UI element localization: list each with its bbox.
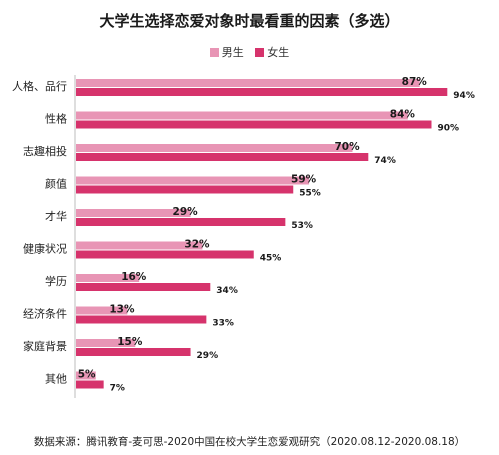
bar-female: [76, 153, 369, 161]
legend-item-male: 男生: [209, 44, 244, 60]
bar-female: [76, 88, 448, 96]
data-label-male: 29%: [173, 206, 199, 218]
source-note: 数据来源：腾讯教育-麦可思-2020中国在校大学生恋爱观研究（2020.08.1…: [33, 436, 466, 448]
data-label-male: 13%: [109, 304, 135, 316]
category-label: 健康状况: [23, 242, 67, 256]
data-label-female: 34%: [216, 286, 238, 296]
data-label-male: 59%: [291, 174, 317, 186]
bar-female: [76, 185, 294, 194]
category-label: 家庭背景: [23, 339, 67, 353]
bar-female: [76, 120, 432, 129]
chart-title: 大学生选择恋爱对象时最看重的因素（多选）: [99, 12, 400, 30]
legend-swatch-female: [255, 48, 265, 57]
bar-female: [76, 380, 104, 389]
bar-female: [76, 250, 254, 259]
data-label-male: 70%: [335, 141, 361, 153]
bar-female: [76, 315, 207, 324]
data-label-female: 90%: [438, 124, 460, 134]
bar-male: [76, 339, 136, 347]
data-label-male: 87%: [402, 76, 428, 88]
data-label-female: 29%: [197, 351, 219, 361]
legend-label-female: 女生: [267, 46, 290, 59]
data-label-female: 53%: [291, 221, 313, 231]
category-label: 才华: [45, 209, 67, 223]
data-label-male: 5%: [78, 369, 96, 381]
bar-female: [76, 283, 211, 291]
legend: 男生 女生: [0, 44, 499, 60]
bar-male: [76, 144, 353, 152]
bar-male: [76, 371, 96, 380]
data-label-female: 33%: [212, 319, 234, 329]
category-label: 人格、品行: [12, 79, 67, 93]
data-label-male: 32%: [184, 239, 210, 251]
data-label-male: 16%: [121, 271, 147, 283]
bar-female: [76, 348, 191, 356]
bar-male: [76, 274, 140, 282]
bar-male: [76, 79, 420, 87]
category-label: 志趣相投: [23, 144, 67, 158]
category-label: 性格: [45, 112, 67, 126]
data-label-female: 55%: [299, 189, 321, 199]
data-label-female: 7%: [110, 384, 125, 394]
bar-male: [76, 241, 203, 250]
data-label-female: 74%: [374, 156, 396, 166]
legend-swatch-male: [209, 48, 219, 57]
category-label: 其他: [45, 373, 67, 386]
data-label-male: 84%: [390, 109, 416, 121]
bar-chart: 人格、品行 87% 94% 性格 84% 90% 志趣相投 70% 74% 颜值 59% 55% 才华 2…: [12, 75, 475, 398]
category-label: 经济条件: [23, 307, 67, 321]
legend-item-female: 女生: [255, 44, 289, 60]
data-label-female: 45%: [260, 254, 282, 264]
category-label: 学历: [45, 274, 67, 288]
data-label-male: 15%: [117, 336, 143, 348]
bar-male: [76, 209, 191, 217]
data-label-female: 94%: [453, 91, 475, 101]
legend-label-male: 男生: [221, 46, 244, 59]
bar-male: [76, 176, 310, 185]
category-label: 颜值: [45, 178, 67, 191]
bar-female: [76, 218, 286, 226]
bar-male: [76, 111, 408, 120]
bar-male: [76, 306, 128, 315]
